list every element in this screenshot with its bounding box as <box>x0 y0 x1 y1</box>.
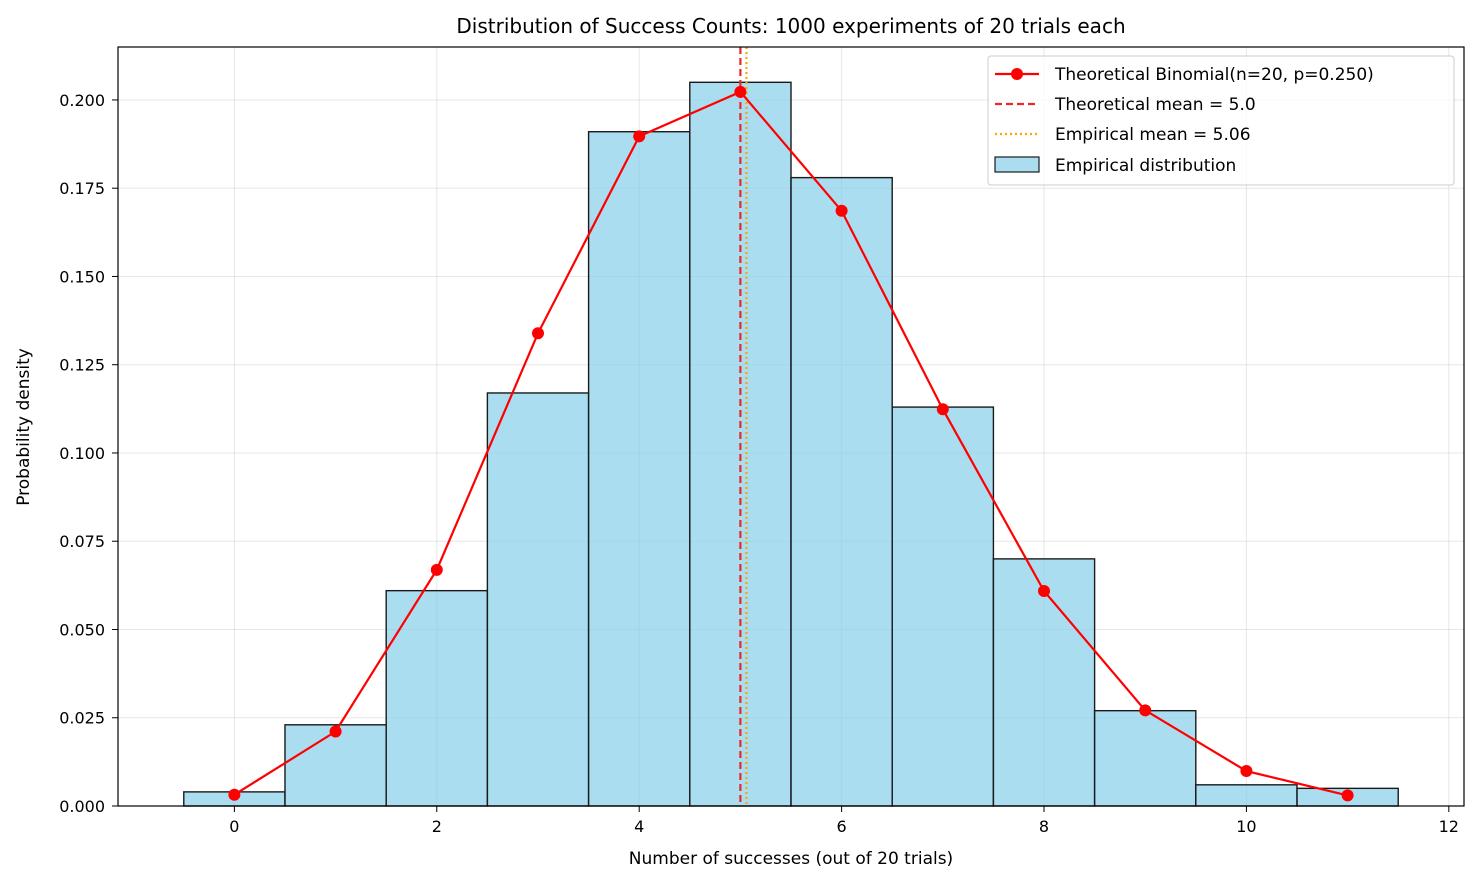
histogram-bar <box>1195 784 1298 807</box>
reference-lines <box>739 47 748 806</box>
y-tick-label: 0.050 <box>59 620 105 639</box>
histogram-bar <box>385 589 489 807</box>
x-tick-label: 6 <box>837 817 847 836</box>
y-tick-label: 0.025 <box>59 709 105 728</box>
legend-item-theoretical-mean: Theoretical mean = 5.0 <box>995 95 1256 115</box>
x-tick-label: 12 <box>1439 817 1459 836</box>
legend-patch-swatch <box>994 156 1040 173</box>
legend-label-theoretical-mean: Theoretical mean = 5.0 <box>1054 95 1256 115</box>
y-axis: 0.000 0.025 0.050 0.075 0.100 0.125 0.150 0.175… <box>59 91 118 816</box>
x-tick-label: 0 <box>229 817 239 836</box>
histogram-bars <box>183 81 1399 807</box>
legend-item-empirical-mean: Empirical mean = 5.06 <box>995 125 1251 145</box>
binomial-point <box>1038 585 1051 598</box>
histogram-bar <box>284 724 387 807</box>
x-tick-label: 8 <box>1039 817 1049 836</box>
binomial-point <box>430 563 443 576</box>
legend-label-binomial: Theoretical Binomial(n=20, p=0.250) <box>1054 65 1374 85</box>
plot-frame <box>117 46 1465 807</box>
histogram-bar <box>587 131 691 807</box>
y-axis-label: Probability density <box>14 348 34 506</box>
x-tick-label: 4 <box>634 817 644 836</box>
y-tick-label: 0.100 <box>59 444 105 463</box>
histogram-bar <box>891 406 995 807</box>
histogram-bar <box>1093 709 1197 807</box>
x-tick-label: 10 <box>1236 817 1256 836</box>
y-tick-label: 0.000 <box>59 797 105 816</box>
legend-label-empirical-distribution: Empirical distribution <box>1055 156 1236 176</box>
x-axis: 0 2 4 6 8 10 12 <box>229 806 1459 836</box>
chart-title: Distribution of Success Counts: 1000 exp… <box>456 14 1125 38</box>
binomial-point <box>1139 704 1152 717</box>
legend-marker-swatch <box>1011 68 1023 80</box>
binomial-point <box>633 130 646 143</box>
binomial-point <box>835 204 848 217</box>
legend-item-empirical-distribution: Empirical distribution <box>994 156 1236 176</box>
y-tick-label: 0.200 <box>59 91 105 110</box>
histogram-bar <box>992 558 1096 807</box>
y-tick-label: 0.175 <box>59 179 105 198</box>
binomial-point <box>734 85 747 98</box>
legend-item-binomial: Theoretical Binomial(n=20, p=0.250) <box>995 65 1374 85</box>
x-tick-label: 2 <box>432 817 442 836</box>
x-axis-label: Number of successes (out of 20 trials) <box>629 849 953 869</box>
binomial-point <box>228 788 241 801</box>
series-lines <box>228 85 1354 802</box>
y-tick-label: 0.150 <box>59 267 105 286</box>
binomial-point <box>936 403 949 416</box>
y-tick-label: 0.125 <box>59 356 105 375</box>
binomial-line <box>233 90 1348 797</box>
binomial-point <box>1240 765 1253 778</box>
legend-box <box>987 55 1455 186</box>
binomial-point <box>1341 789 1354 802</box>
binomial-point <box>329 725 342 738</box>
y-tick-label: 0.075 <box>59 532 105 551</box>
histogram-bar <box>790 176 893 807</box>
histogram-bar <box>486 392 590 807</box>
binomial-point <box>531 327 544 340</box>
legend-label-empirical-mean: Empirical mean = 5.06 <box>1055 125 1251 145</box>
legend: Theoretical Binomial(n=20, p=0.250) Theo… <box>987 55 1455 186</box>
